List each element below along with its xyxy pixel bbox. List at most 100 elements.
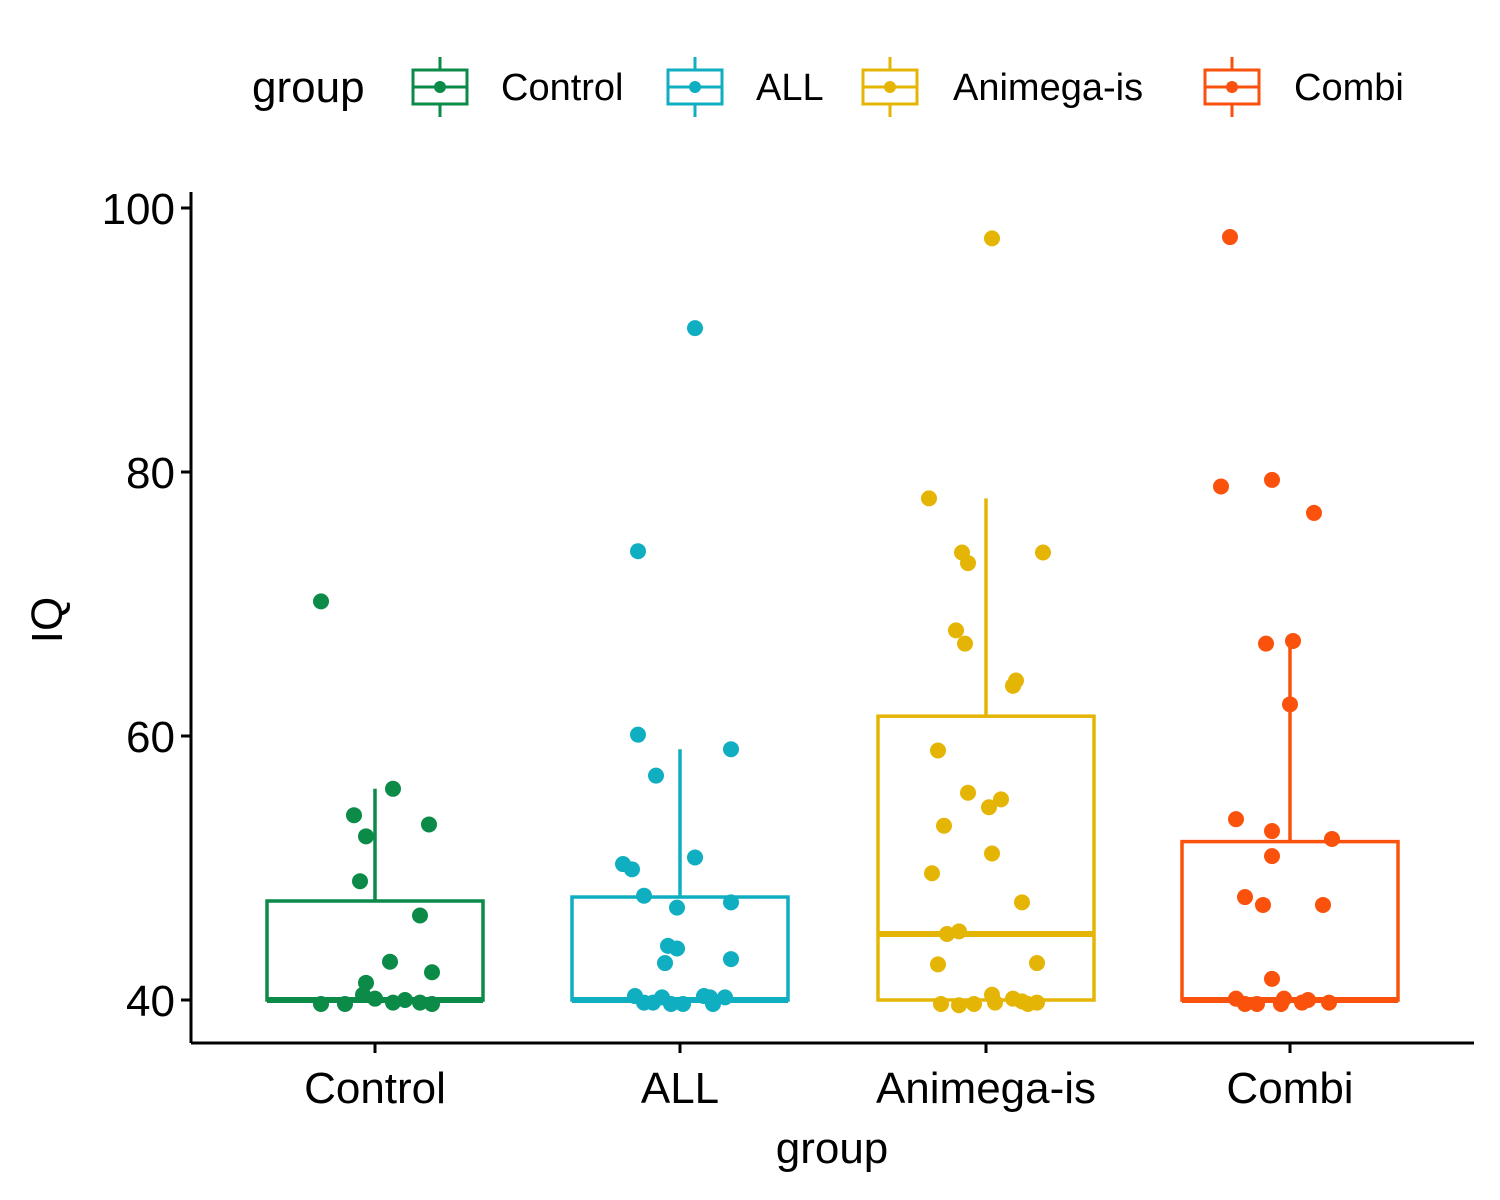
data-point xyxy=(1258,635,1274,652)
legend-point xyxy=(434,81,446,93)
data-point xyxy=(1249,995,1265,1012)
data-point xyxy=(1029,994,1045,1011)
data-point xyxy=(337,995,353,1012)
data-point xyxy=(1321,994,1337,1011)
data-point xyxy=(1228,811,1244,828)
legend-item-combi: Combi xyxy=(1203,57,1404,117)
data-point xyxy=(960,555,976,572)
data-point xyxy=(981,799,997,816)
data-point xyxy=(1029,955,1045,972)
data-point xyxy=(984,230,1000,247)
data-point xyxy=(1213,478,1229,495)
data-point xyxy=(687,320,703,337)
data-point xyxy=(1264,848,1280,865)
data-point xyxy=(657,955,673,972)
data-point xyxy=(921,490,937,507)
data-point xyxy=(924,865,940,882)
boxes xyxy=(265,498,1400,1003)
points-control xyxy=(313,593,440,1012)
data-point xyxy=(412,907,428,924)
data-point xyxy=(705,995,721,1012)
data-point xyxy=(630,726,646,743)
y-tick-label: 80 xyxy=(126,449,175,498)
data-point xyxy=(352,873,368,890)
data-point xyxy=(717,989,733,1006)
data-point xyxy=(367,990,383,1007)
box-all xyxy=(570,749,790,1003)
data-point xyxy=(1255,896,1271,913)
x-tick-label: Combi xyxy=(1226,1064,1353,1113)
data-point xyxy=(669,940,685,957)
data-point xyxy=(1273,995,1289,1012)
data-point xyxy=(424,995,440,1012)
legend-point xyxy=(884,81,896,93)
data-point xyxy=(421,816,437,833)
data-point xyxy=(1306,504,1322,521)
points-combi xyxy=(1213,229,1340,1012)
data-point xyxy=(355,986,371,1003)
data-point xyxy=(939,926,955,942)
data-point xyxy=(687,849,703,866)
points-animega-is xyxy=(921,230,1051,1014)
data-point xyxy=(675,995,691,1012)
legend-item-all: ALL xyxy=(666,57,824,117)
data-point xyxy=(663,995,679,1012)
x-tick-label: Animega-is xyxy=(876,1064,1096,1113)
y-axis: 40 60 80 100 xyxy=(102,185,193,1043)
legend-label: Combi xyxy=(1294,67,1404,109)
data-point xyxy=(382,953,398,970)
data-point xyxy=(930,742,946,759)
x-tick-label: ALL xyxy=(641,1064,719,1113)
box-animega-is xyxy=(876,498,1096,1002)
data-point xyxy=(966,995,982,1012)
box-rect xyxy=(265,899,485,1002)
data-point xyxy=(930,956,946,973)
data-point xyxy=(933,995,949,1012)
data-point xyxy=(1014,894,1030,911)
legend-label: Animega-is xyxy=(953,67,1143,109)
data-point xyxy=(1264,471,1280,488)
legend-items: Control ALL Animega-is Combi xyxy=(411,57,1404,117)
legend-item-animega-is: Animega-is xyxy=(861,57,1143,117)
legend-item-control: Control xyxy=(411,57,624,117)
legend-title: group xyxy=(252,63,365,112)
data-point xyxy=(645,994,661,1011)
box-control xyxy=(265,788,485,1003)
data-point xyxy=(1222,229,1238,246)
data-point xyxy=(948,622,964,639)
data-point xyxy=(624,861,640,878)
data-point xyxy=(1237,889,1253,906)
data-point xyxy=(346,807,362,824)
data-point xyxy=(1315,896,1331,913)
data-point xyxy=(1294,994,1310,1011)
y-tick-label: 40 xyxy=(126,977,175,1026)
data-point xyxy=(1282,696,1298,713)
data-point xyxy=(993,791,1009,808)
legend-point xyxy=(689,81,701,93)
data-point xyxy=(951,997,967,1014)
data-point xyxy=(313,593,329,610)
data-point xyxy=(385,780,401,797)
data-point xyxy=(313,995,329,1012)
data-point xyxy=(1237,995,1253,1012)
x-axis-title: group xyxy=(776,1124,889,1173)
data-point xyxy=(1285,632,1301,649)
axes: 40 60 80 100 Control ALL Animega-is Combi grou… xyxy=(23,185,1474,1173)
points-all xyxy=(615,320,739,1012)
data-point xyxy=(385,994,401,1011)
box-rect xyxy=(1180,839,1400,1002)
data-point xyxy=(1264,970,1280,987)
data-point xyxy=(936,817,952,834)
legend-label: ALL xyxy=(756,67,824,109)
data-point xyxy=(723,951,739,968)
data-point xyxy=(987,994,1003,1011)
data-point xyxy=(960,784,976,801)
y-tick-label: 100 xyxy=(102,185,175,234)
data-point xyxy=(397,992,413,1008)
legend-label: Control xyxy=(501,67,624,109)
points xyxy=(313,229,1340,1014)
x-axis: Control ALL Animega-is Combi xyxy=(191,1041,1474,1113)
data-point xyxy=(358,828,374,845)
